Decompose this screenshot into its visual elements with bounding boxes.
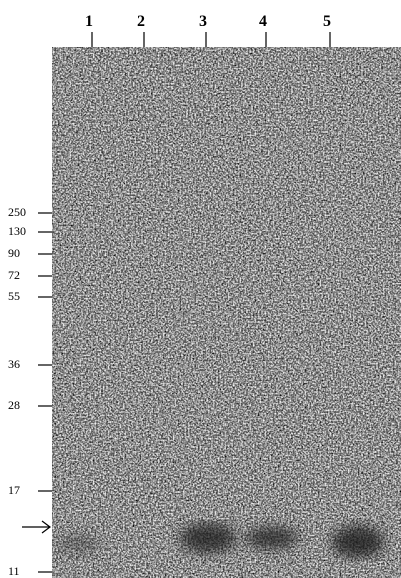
marker-label: 90 — [8, 246, 20, 260]
lane-label: 5 — [323, 13, 331, 30]
arrow — [22, 520, 51, 534]
marker-label: 55 — [8, 289, 20, 303]
lane-label: 3 — [199, 13, 207, 30]
lane-label: 4 — [259, 13, 267, 30]
labels: 1 2 3 4 5 250 130 90 72 55 36 28 17 11 — [8, 13, 331, 578]
lane-label: 2 — [137, 13, 145, 30]
marker-label: 36 — [8, 357, 20, 371]
marker-label: 17 — [8, 483, 20, 497]
lane-label: 1 — [85, 13, 93, 30]
gel — [52, 47, 401, 578]
marker-label: 11 — [8, 564, 20, 578]
marker-label: 130 — [8, 224, 26, 238]
marker-label: 72 — [8, 268, 20, 282]
bands — [56, 523, 384, 558]
marker-label: 28 — [8, 398, 20, 412]
marker-label: 250 — [8, 205, 26, 219]
